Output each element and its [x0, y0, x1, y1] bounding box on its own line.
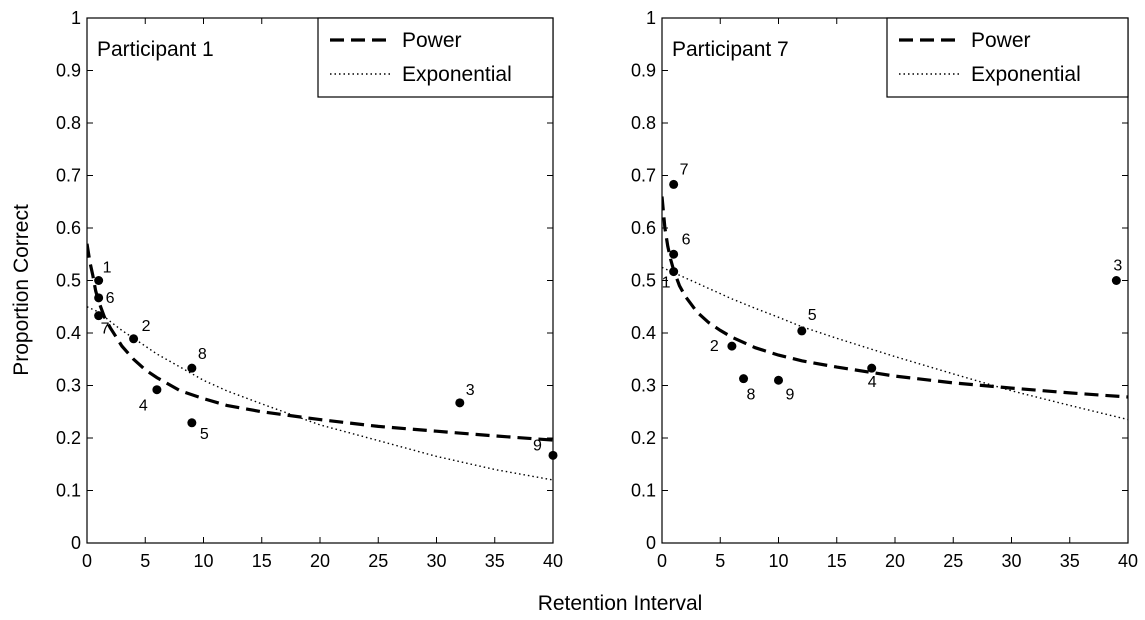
plot-frame — [86, 17, 554, 544]
point-label: 6 — [682, 231, 691, 248]
plot-frame — [661, 17, 1129, 544]
y-axis-label: Proportion Correct — [10, 204, 33, 376]
y-tick-label: 0.2 — [631, 428, 656, 448]
y-tick-label: 0.6 — [56, 218, 81, 238]
point-label: 7 — [101, 321, 110, 338]
point-label: 7 — [680, 161, 689, 178]
x-tick-label: 20 — [310, 551, 330, 571]
power-curve — [87, 243, 553, 442]
legend-box — [886, 17, 1129, 98]
data-point — [152, 385, 162, 395]
panel-participant-7: 0 5 10 15 20 25 30 35 4000.10.20.30.40.50.60.70.… — [631, 8, 1138, 571]
y-tick-label: 0 — [646, 533, 656, 553]
data-point — [187, 418, 197, 428]
point-label: 1 — [662, 275, 671, 292]
y-tick-label: 0.1 — [56, 481, 81, 501]
y-tick-label: 0.6 — [631, 218, 656, 238]
data-point — [548, 450, 558, 460]
point-label: 3 — [1113, 258, 1122, 275]
legend-label: Exponential — [971, 63, 1081, 86]
legend: Power Exponential — [317, 17, 554, 98]
x-tick-label: 5 — [715, 551, 725, 571]
exponential-curve — [662, 266, 1128, 421]
point-label: 8 — [747, 387, 756, 404]
x-tick-label: 0 — [657, 551, 667, 571]
legend-label: Power — [402, 29, 462, 52]
y-tick-label: 0.5 — [631, 271, 656, 291]
legend-label: Power — [971, 29, 1031, 52]
point-label: 1 — [103, 260, 112, 277]
y-tick-label: 0 — [71, 533, 81, 553]
x-axis-label: Retention Interval — [538, 592, 703, 615]
point-label: 9 — [786, 386, 795, 403]
data-point — [739, 374, 749, 384]
x-tick-label: 35 — [485, 551, 505, 571]
data-point — [867, 363, 877, 373]
data-point — [669, 179, 679, 189]
data-point — [669, 249, 679, 259]
point-label: 2 — [142, 318, 151, 335]
x-tick-label: 40 — [1118, 551, 1138, 571]
data-point — [455, 398, 465, 408]
y-tick-label: 0.3 — [56, 376, 81, 396]
x-tick-label: 25 — [368, 551, 388, 571]
data-point — [797, 326, 807, 336]
point-label: 6 — [106, 290, 115, 307]
panel-label: Participant 1 — [97, 38, 214, 61]
y-tick-label: 0.5 — [56, 271, 81, 291]
legend: Power Exponential — [886, 17, 1129, 98]
y-tick-label: 0.1 — [631, 481, 656, 501]
x-tick-label: 30 — [426, 551, 446, 571]
x-tick-label: 35 — [1060, 551, 1080, 571]
x-tick-label: 25 — [943, 551, 963, 571]
point-label: 5 — [808, 307, 817, 324]
point-label: 2 — [710, 338, 719, 355]
panel-participant-1: 0 5 10 15 20 25 30 35 4000.10.20.30.40.50.60.70.… — [56, 8, 563, 571]
legend-box — [317, 17, 554, 98]
y-tick-label: 0.8 — [56, 113, 81, 133]
x-tick-label: 15 — [252, 551, 272, 571]
x-tick-label: 15 — [827, 551, 847, 571]
x-tick-label: 5 — [140, 551, 150, 571]
point-label: 5 — [200, 426, 209, 443]
data-point — [129, 334, 139, 344]
panel-label: Participant 7 — [672, 38, 789, 61]
data-point — [774, 375, 783, 385]
y-tick-label: 0.4 — [631, 323, 656, 343]
point-label: 4 — [139, 398, 148, 415]
y-tick-label: 0.3 — [631, 376, 656, 396]
y-tick-label: 0.9 — [56, 61, 81, 81]
y-tick-label: 0.7 — [56, 166, 81, 186]
data-point — [94, 293, 104, 303]
y-tick-label: 0.9 — [631, 61, 656, 81]
x-tick-label: 30 — [1001, 551, 1021, 571]
x-tick-label: 10 — [768, 551, 788, 571]
power-curve — [662, 196, 1128, 399]
point-label: 8 — [198, 346, 207, 363]
y-tick-label: 0.7 — [631, 166, 656, 186]
legend-label: Exponential — [402, 63, 512, 86]
data-point — [727, 341, 737, 351]
data-point — [669, 267, 679, 277]
data-point — [94, 311, 104, 321]
y-tick-label: 0.8 — [631, 113, 656, 133]
point-label: 4 — [868, 374, 877, 391]
data-point — [187, 363, 197, 373]
point-label: 9 — [533, 437, 542, 454]
y-tick-label: 0.4 — [56, 323, 81, 343]
point-label: 3 — [466, 382, 475, 399]
x-tick-label: 20 — [885, 551, 905, 571]
x-tick-label: 10 — [193, 551, 213, 571]
x-tick-label: 0 — [82, 551, 92, 571]
data-point — [94, 276, 104, 285]
data-point — [1111, 276, 1121, 285]
x-tick-label: 40 — [543, 551, 563, 571]
y-tick-label: 0.2 — [56, 428, 81, 448]
y-tick-label: 1 — [646, 8, 656, 28]
y-tick-label: 1 — [71, 8, 81, 28]
